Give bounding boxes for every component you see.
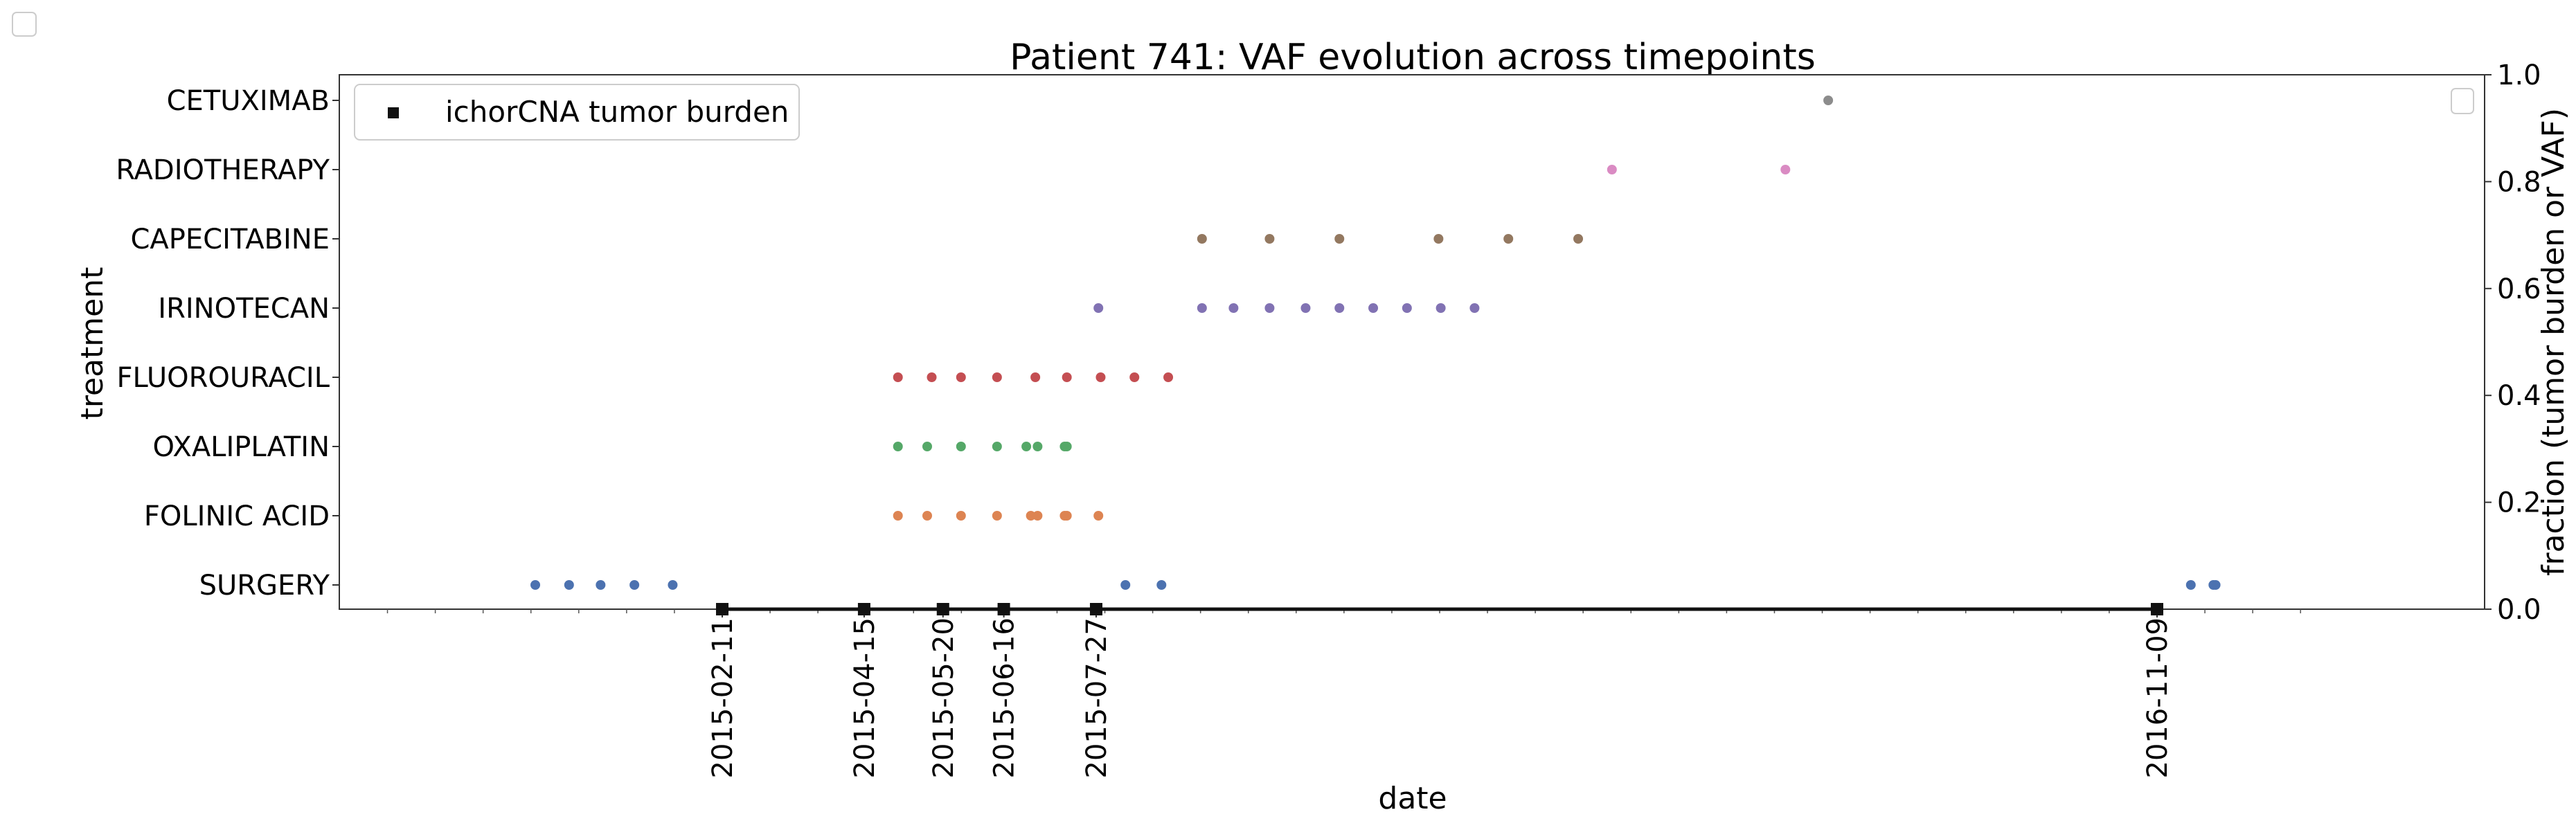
y-tick-label-oxaliplatin: OXALIPLATIN xyxy=(152,431,330,463)
point-oxaliplatin xyxy=(1062,442,1072,451)
point-folinic-acid xyxy=(992,511,1002,521)
y-axis-ticks: SURGERY FOLINIC ACID OXALIPLATIN FLUOROURAC… xyxy=(116,85,339,602)
point-irinotecan xyxy=(1402,303,1412,313)
point-folinic-acid xyxy=(1093,511,1104,521)
plot-area xyxy=(339,74,2485,610)
right-tick-label: 0.4 xyxy=(2497,380,2541,412)
point-fluorouracil xyxy=(1129,372,1140,382)
y-tick-label-surgery: SURGERY xyxy=(199,570,330,602)
y-tick-label-cetuximab: CETUXIMAB xyxy=(167,85,330,117)
x-tick-label: 2016-11-09 xyxy=(2142,617,2174,778)
point-folinic-acid xyxy=(1032,511,1043,521)
y-tick-label-radiotherapy: RADIOTHERAPY xyxy=(116,154,330,186)
x-tick-label: 2015-06-16 xyxy=(989,617,1021,778)
point-radiotherapy xyxy=(1607,165,1617,174)
right-tick-label: 0.8 xyxy=(2497,166,2541,198)
point-surgery xyxy=(2210,580,2221,590)
point-folinic-acid xyxy=(1026,511,1036,521)
point-folinic-acid xyxy=(1062,511,1072,521)
point-irinotecan xyxy=(1334,303,1345,313)
point-irinotecan xyxy=(1469,303,1480,313)
point-fluorouracil xyxy=(956,372,966,382)
right-tick-label: 0.0 xyxy=(2497,594,2541,626)
point-oxaliplatin xyxy=(1032,442,1043,451)
point-capecitabine xyxy=(1573,234,1584,244)
x-axis-minor-ticks xyxy=(386,609,2301,613)
point-surgery xyxy=(629,580,640,590)
point-capecitabine xyxy=(1334,234,1345,244)
point-fluorouracil xyxy=(1030,372,1041,382)
point-irinotecan xyxy=(1264,303,1275,313)
legend: ichorCNA tumor burden xyxy=(354,84,800,141)
x-tick-label: 2015-05-20 xyxy=(928,617,960,778)
point-irinotecan xyxy=(1368,303,1379,313)
point-surgery xyxy=(2185,580,2196,590)
point-oxaliplatin xyxy=(1021,442,1032,451)
right-tick-label: 1.0 xyxy=(2497,60,2541,91)
y-tick-label-capecitabine: CAPECITABINE xyxy=(130,224,330,255)
legend-label: ichorCNA tumor burden xyxy=(445,95,789,129)
point-oxaliplatin xyxy=(992,442,1002,451)
point-fluorouracil xyxy=(992,372,1002,382)
tumor-burden-point xyxy=(1089,603,1102,615)
right-y-axis-label: fraction (tumor burden or VAF) xyxy=(2536,108,2571,576)
legend-box xyxy=(354,84,800,141)
point-irinotecan xyxy=(1093,303,1104,313)
x-tick-label: 2015-02-11 xyxy=(707,617,739,778)
legend-marker-square xyxy=(388,107,399,118)
y-tick-label-fluorouracil: FLUOROURACIL xyxy=(117,362,330,394)
y-tick-label-folinic-acid: FOLINIC ACID xyxy=(144,500,330,532)
point-fluorouracil xyxy=(1062,372,1072,382)
point-surgery xyxy=(564,580,574,590)
point-radiotherapy xyxy=(1780,165,1791,174)
point-capecitabine xyxy=(1264,234,1275,244)
point-fluorouracil xyxy=(893,372,903,382)
point-fluorouracil xyxy=(927,372,937,382)
point-fluorouracil xyxy=(1163,372,1174,382)
point-surgery xyxy=(1156,580,1167,590)
y-axis-label: treatment xyxy=(75,267,110,420)
point-surgery xyxy=(668,580,678,590)
x-tick-label: 2015-04-15 xyxy=(849,617,881,778)
tumor-burden-point xyxy=(997,603,1010,615)
point-folinic-acid xyxy=(893,511,903,521)
right-axis-ticks: 0.0 0.2 0.4 0.6 0.8 1.0 xyxy=(2485,60,2541,626)
point-irinotecan xyxy=(1300,303,1311,313)
data-marks xyxy=(530,96,2221,615)
x-axis-label: date xyxy=(1378,781,1447,816)
x-axis-ticks: 2015-02-11 2015-04-15 2015-05-20 2015-06-16… xyxy=(707,609,2174,778)
right-legend-box xyxy=(2451,88,2474,114)
point-capecitabine xyxy=(1503,234,1514,244)
point-fluorouracil xyxy=(1095,372,1106,382)
right-tick-label: 0.6 xyxy=(2497,273,2541,305)
point-surgery xyxy=(1120,580,1131,590)
point-irinotecan xyxy=(1197,303,1207,313)
point-folinic-acid xyxy=(956,511,966,521)
y-tick-label-irinotecan: IRINOTECAN xyxy=(158,293,330,325)
point-capecitabine xyxy=(1433,234,1444,244)
tumor-burden-point xyxy=(936,603,949,615)
right-tick-label: 0.2 xyxy=(2497,487,2541,519)
point-cetuximab xyxy=(1823,96,1834,105)
point-surgery xyxy=(530,580,541,590)
x-tick-label: 2015-07-27 xyxy=(1081,617,1113,778)
point-irinotecan xyxy=(1435,303,1446,313)
point-capecitabine xyxy=(1197,234,1207,244)
chart-title: Patient 741: VAF evolution across timepo… xyxy=(1010,37,1816,78)
point-folinic-acid xyxy=(922,511,932,521)
tumor-burden-point xyxy=(2151,603,2163,615)
point-oxaliplatin xyxy=(956,442,966,451)
figure-checkbox[interactable] xyxy=(12,12,37,37)
point-irinotecan xyxy=(1228,303,1239,313)
tumor-burden-point xyxy=(857,603,870,615)
point-oxaliplatin xyxy=(922,442,932,451)
point-oxaliplatin xyxy=(893,442,903,451)
point-surgery xyxy=(596,580,606,590)
tumor-burden-point xyxy=(716,603,728,615)
